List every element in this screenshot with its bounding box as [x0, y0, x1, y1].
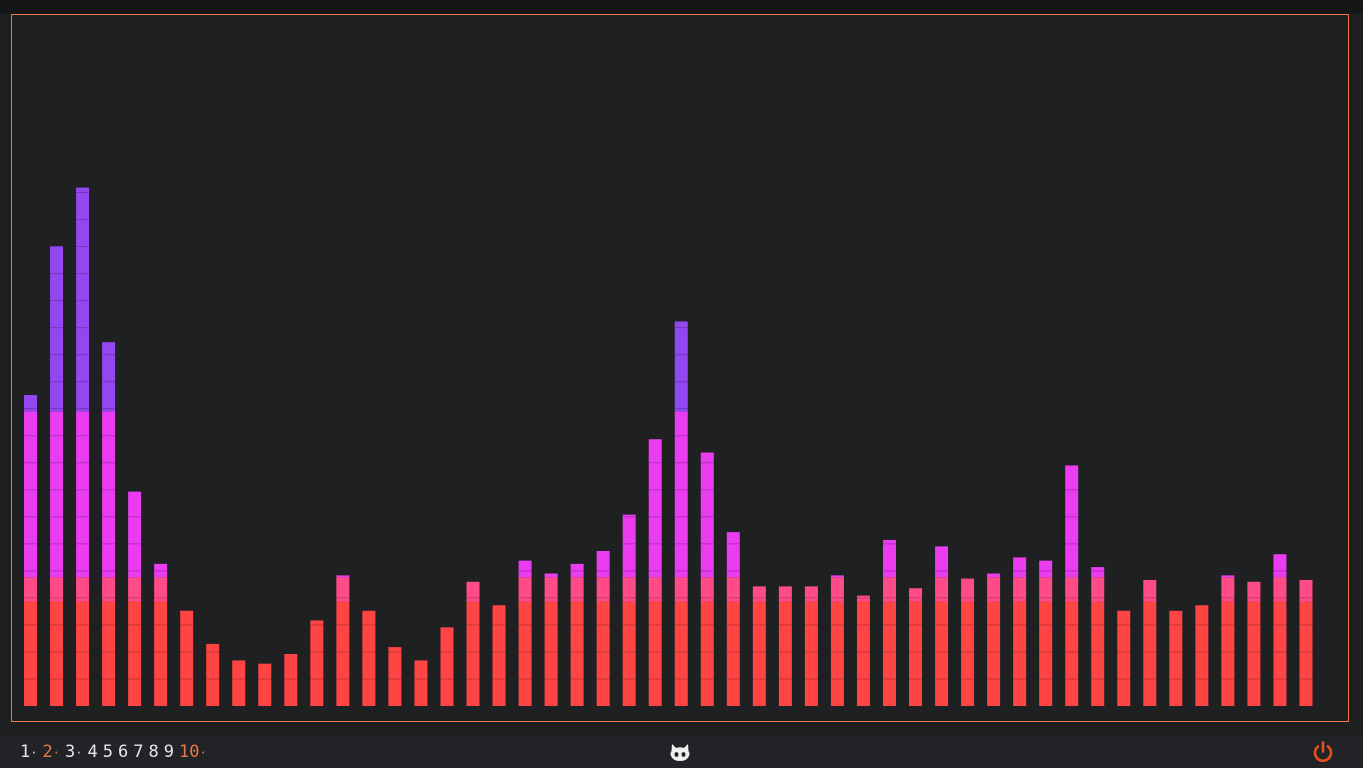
visualizer-bar — [258, 663, 272, 706]
visualizer-bar — [232, 660, 246, 706]
workspace-1[interactable]: 1· — [20, 742, 42, 763]
visualizer-bar — [310, 620, 324, 706]
workspace-8[interactable]: 8 — [148, 742, 163, 763]
visualizer-bar — [76, 187, 90, 706]
visualizer-bar — [1013, 557, 1027, 706]
visualizer-bar — [128, 491, 142, 706]
workspace-7[interactable]: 7 — [133, 742, 148, 763]
visualizer-bar — [570, 563, 584, 706]
visualizer-bar — [414, 660, 428, 706]
visualizer-bar — [440, 627, 454, 706]
visualizer-bar — [284, 654, 298, 706]
visualizer-bar — [1169, 610, 1183, 706]
visualizer-window[interactable] — [11, 14, 1349, 722]
visualizer-bar — [882, 539, 896, 706]
workspace-label: 9 — [163, 742, 174, 762]
top-bar — [0, 0, 1363, 14]
workspace-10[interactable]: 10· — [179, 742, 212, 763]
workspace-list: 1· 2· 3· 4 5 6 7 8 9 10· — [20, 742, 212, 763]
workspace-label: 6 — [117, 742, 129, 762]
visualizer-bar — [466, 581, 480, 706]
workspace-2[interactable]: 2· — [42, 742, 64, 763]
workspace-label: 1 — [20, 742, 31, 762]
workspace-occupied-marker: · — [75, 746, 83, 760]
visualizer-bar — [24, 395, 37, 706]
visualizer-bar — [336, 575, 350, 706]
visualizer-bar — [1299, 579, 1313, 706]
visualizer-bar — [492, 605, 506, 706]
visualizer-bar — [961, 578, 975, 706]
visualizer-bar — [856, 595, 870, 706]
visualizer-bar — [648, 439, 662, 706]
visualizer-bar — [935, 546, 949, 706]
visualizer-bar — [1091, 567, 1105, 706]
workspace-label: 4 — [87, 742, 98, 762]
status-bar: 1· 2· 3· 4 5 6 7 8 9 10· — [0, 736, 1363, 768]
visualizer-bar — [674, 321, 688, 706]
workspace-occupied-marker: · — [52, 746, 60, 760]
visualizer-bar — [622, 514, 636, 706]
visualizer-bar — [726, 532, 740, 706]
visualizer-bar — [1195, 605, 1209, 706]
workspace-label: 7 — [133, 742, 144, 762]
visualizer-bar — [804, 586, 818, 706]
workspace-9[interactable]: 9 — [164, 742, 179, 763]
workspace-occupied-marker: · — [199, 746, 207, 760]
audio-visualizer — [24, 187, 1313, 706]
workspace-5[interactable]: 5 — [103, 742, 118, 763]
github-cat-icon[interactable] — [669, 742, 691, 762]
visualizer-bar — [102, 342, 116, 706]
workspace-4[interactable]: 4 — [87, 742, 102, 763]
visualizer-bar — [1247, 581, 1261, 706]
visualizer-bar — [1117, 610, 1131, 706]
visualizer-bar — [518, 560, 532, 706]
visualizer-bar — [180, 610, 194, 706]
visualizer-bar — [987, 573, 1001, 706]
visualizer-bar — [752, 586, 766, 706]
visualizer-bar — [700, 452, 714, 706]
visualizer-bar — [544, 573, 558, 706]
visualizer-bar — [909, 588, 923, 706]
visualizer-bar — [1273, 554, 1287, 706]
workspace-label: 5 — [102, 742, 113, 762]
workspace-label: 2 — [42, 742, 53, 762]
power-icon[interactable] — [1311, 740, 1335, 764]
workspace-6[interactable]: 6 — [118, 742, 133, 763]
workspace-occupied-marker: · — [30, 746, 38, 760]
visualizer-bar — [50, 246, 64, 706]
workspace-3[interactable]: 3· — [65, 742, 87, 763]
visualizer-bar — [1221, 575, 1235, 706]
visualizer-bar — [388, 647, 402, 706]
workspace-label: 8 — [148, 742, 159, 762]
visualizer-bar — [362, 610, 376, 706]
visualizer-bar — [1039, 560, 1053, 706]
visualizer-bar — [154, 563, 168, 706]
workspace-label: 10 — [178, 742, 200, 762]
workspace-label: 3 — [64, 742, 76, 762]
visualizer-bar — [596, 550, 610, 706]
visualizer-bar — [1065, 465, 1079, 706]
visualizer-bar — [778, 586, 792, 706]
visualizer-bar — [1143, 579, 1157, 706]
visualizer-bar — [206, 643, 220, 706]
visualizer-bar — [830, 575, 844, 706]
